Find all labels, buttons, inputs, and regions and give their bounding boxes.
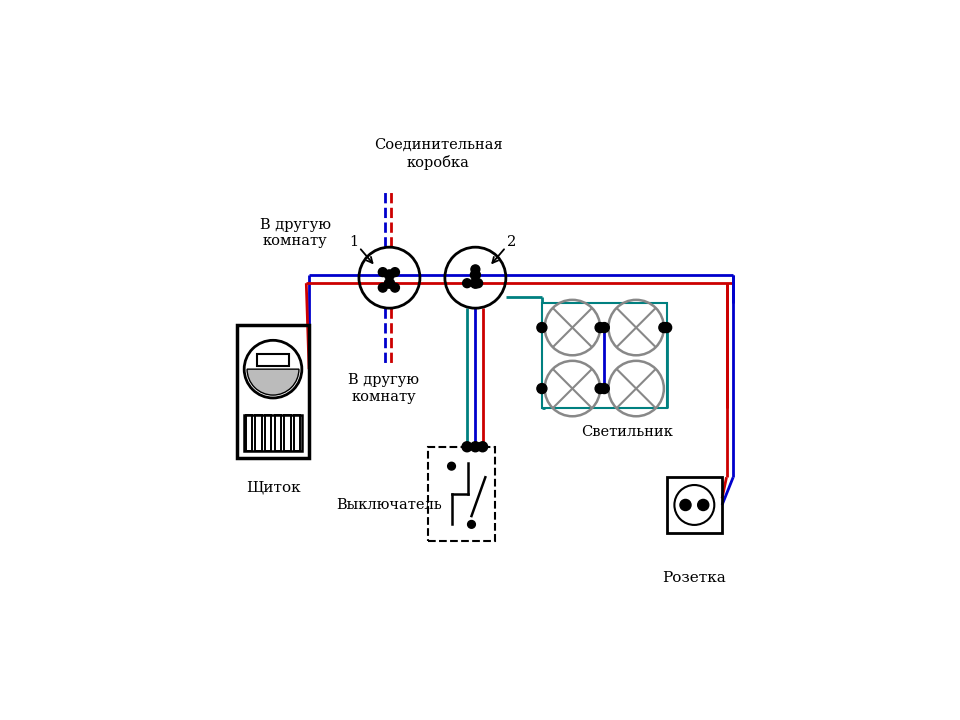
Bar [255, 415, 262, 451]
Circle shape [462, 442, 472, 451]
Circle shape [470, 442, 480, 451]
Circle shape [595, 384, 605, 394]
Bar [428, 446, 494, 541]
Circle shape [599, 384, 610, 394]
Circle shape [463, 279, 471, 288]
Text: Щиток: Щиток [246, 480, 300, 494]
Circle shape [473, 279, 483, 288]
Circle shape [391, 283, 399, 292]
Text: Светильник: Светильник [581, 425, 673, 438]
Bar [265, 415, 272, 451]
Circle shape [537, 323, 547, 333]
Circle shape [537, 384, 547, 394]
Text: 2: 2 [507, 235, 516, 248]
Circle shape [384, 278, 395, 288]
Bar [244, 415, 302, 451]
Circle shape [447, 462, 455, 470]
Circle shape [470, 270, 480, 280]
Text: Выключатель: Выключатель [337, 498, 443, 512]
Circle shape [378, 268, 387, 276]
Circle shape [384, 270, 395, 280]
Circle shape [698, 500, 708, 510]
Bar [257, 354, 289, 366]
Bar [275, 415, 281, 451]
Bar [246, 415, 252, 451]
Circle shape [659, 323, 669, 333]
Circle shape [391, 268, 399, 276]
Wedge shape [247, 369, 299, 395]
Text: Розетка: Розетка [662, 572, 726, 585]
Text: Соединительная
коробка: Соединительная коробка [373, 138, 502, 169]
Bar [666, 477, 722, 533]
Text: 1: 1 [348, 235, 358, 248]
Bar [237, 325, 309, 458]
Circle shape [378, 283, 387, 292]
Circle shape [595, 323, 605, 333]
Circle shape [471, 265, 480, 274]
Text: В другую
комнату: В другую комнату [348, 374, 420, 404]
Circle shape [477, 442, 488, 451]
Circle shape [468, 521, 475, 528]
Bar [294, 415, 300, 451]
Text: В другую
комнату: В другую комнату [260, 218, 330, 248]
Circle shape [680, 500, 691, 510]
Circle shape [470, 278, 480, 288]
Bar [541, 302, 666, 408]
Circle shape [661, 323, 672, 333]
Circle shape [599, 323, 610, 333]
Bar [284, 415, 291, 451]
